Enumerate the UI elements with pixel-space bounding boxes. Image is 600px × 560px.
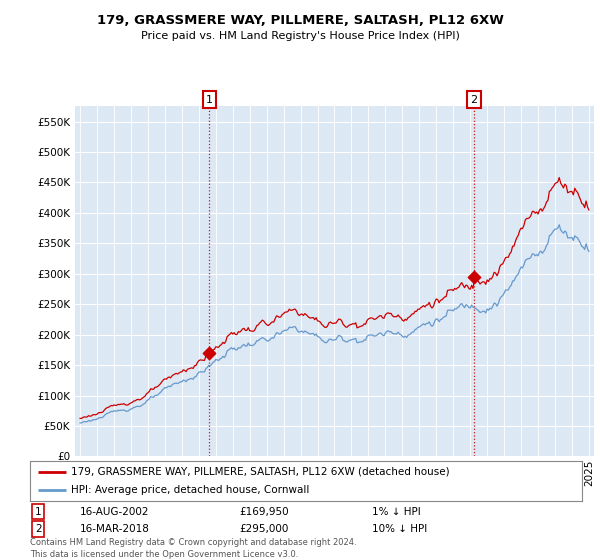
Text: 2: 2 bbox=[35, 524, 41, 534]
Text: 1% ↓ HPI: 1% ↓ HPI bbox=[372, 507, 421, 516]
Text: £295,000: £295,000 bbox=[240, 524, 289, 534]
Text: Price paid vs. HM Land Registry's House Price Index (HPI): Price paid vs. HM Land Registry's House … bbox=[140, 31, 460, 41]
Text: 1: 1 bbox=[206, 95, 213, 105]
Text: 10% ↓ HPI: 10% ↓ HPI bbox=[372, 524, 427, 534]
Point bbox=[205, 348, 214, 357]
Text: 179, GRASSMERE WAY, PILLMERE, SALTASH, PL12 6XW: 179, GRASSMERE WAY, PILLMERE, SALTASH, P… bbox=[97, 14, 503, 27]
Text: 2: 2 bbox=[470, 95, 477, 105]
Text: HPI: Average price, detached house, Cornwall: HPI: Average price, detached house, Corn… bbox=[71, 486, 310, 495]
Point bbox=[469, 272, 479, 281]
Text: 16-MAR-2018: 16-MAR-2018 bbox=[80, 524, 149, 534]
Text: 1: 1 bbox=[35, 507, 41, 516]
Text: 16-AUG-2002: 16-AUG-2002 bbox=[80, 507, 149, 516]
Text: Contains HM Land Registry data © Crown copyright and database right 2024.
This d: Contains HM Land Registry data © Crown c… bbox=[30, 538, 356, 559]
Text: 179, GRASSMERE WAY, PILLMERE, SALTASH, PL12 6XW (detached house): 179, GRASSMERE WAY, PILLMERE, SALTASH, P… bbox=[71, 467, 450, 477]
Text: £169,950: £169,950 bbox=[240, 507, 289, 516]
